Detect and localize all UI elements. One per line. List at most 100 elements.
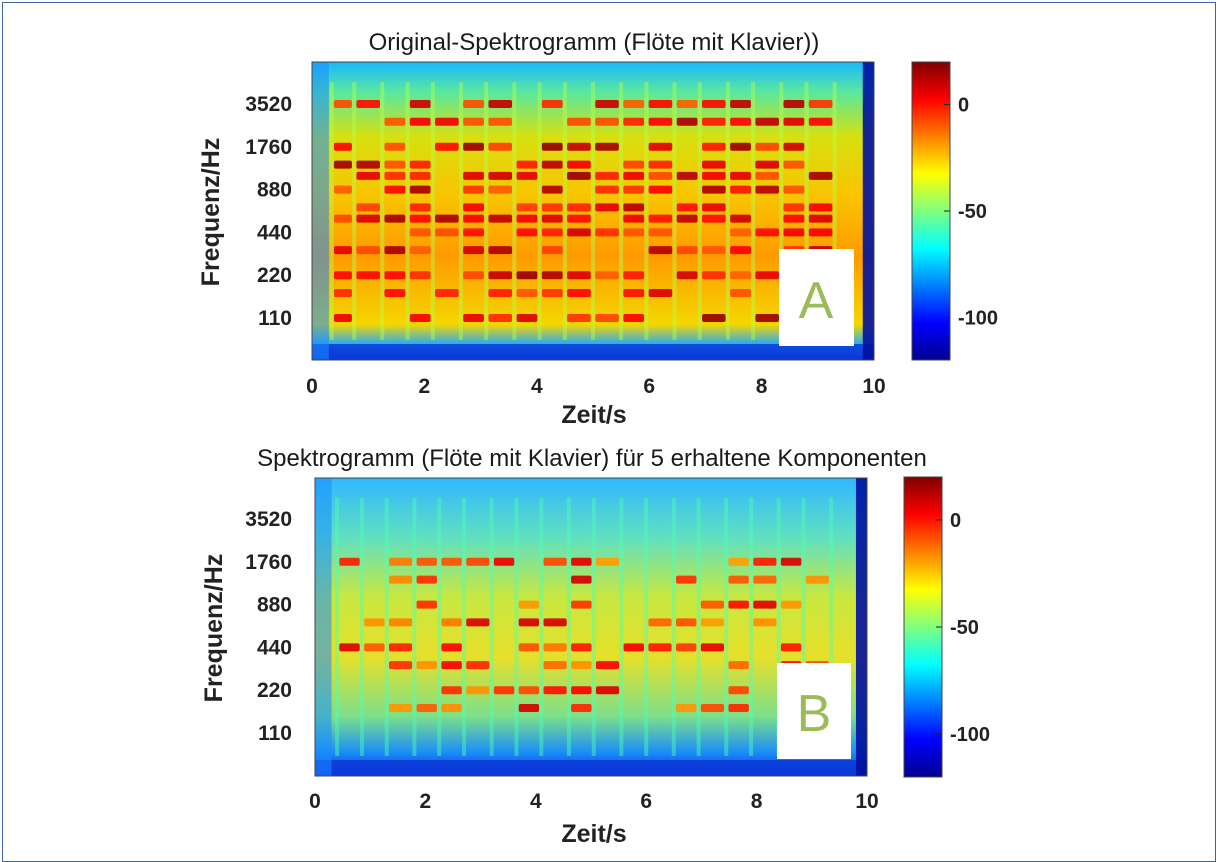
spectrogram-note-segment: [543, 557, 567, 566]
spectrogram-note-segment: [384, 142, 406, 151]
spectrogram-note-segment: [595, 314, 619, 322]
chart-title: Spektrogramm (Flöte mit Klavier) für 5 e…: [257, 445, 927, 472]
spectrogram-note-segment: [755, 171, 780, 180]
spectrogram-note-segment: [518, 600, 540, 609]
spectrogram-note-segment: [808, 203, 833, 212]
spectrogram-background: [315, 478, 867, 776]
spectrogram-note-segment: [595, 142, 619, 151]
spectrogram-note-segment: [702, 160, 726, 169]
spectrogram-note-segment: [416, 600, 437, 609]
y-tick-label: 220: [257, 264, 292, 287]
spectrogram-note-segment: [648, 643, 672, 652]
spectrogram-note-segment: [409, 314, 431, 322]
spectrogram-note-segment: [623, 643, 644, 652]
spectrogram-note-segment: [623, 271, 645, 280]
spectrogram-note-segment: [730, 117, 751, 126]
spectrogram-note-segment: [730, 246, 751, 255]
spectrogram-note-segment: [339, 643, 360, 652]
spectrogram-note-segment: [755, 271, 780, 280]
spectrogram-note-segment: [755, 142, 780, 151]
spectrogram-note-segment: [623, 228, 645, 237]
spectrogram-note-segment: [753, 557, 777, 566]
spectrogram-note-segment: [388, 661, 413, 670]
spectrogram-note-segment: [730, 214, 751, 223]
spectrogram-note-segment: [384, 185, 406, 194]
spectrogram-note-segment: [783, 228, 805, 237]
spectrogram-note-segment: [416, 557, 437, 566]
spectrogram-onset: [489, 498, 494, 756]
spectrogram-onset: [619, 498, 624, 756]
spectrogram-note-segment: [595, 171, 619, 180]
y-tick-label: 110: [258, 307, 292, 330]
spectrogram-note-segment: [416, 575, 437, 584]
spectrogram-note-segment: [808, 171, 833, 180]
spectrogram-note-segment: [676, 246, 698, 255]
spectrogram-note-segment: [388, 703, 413, 712]
spectrogram-note-segment: [488, 185, 513, 194]
spectrogram-note-segment: [488, 171, 513, 180]
spectrogram-note-segment: [543, 661, 567, 670]
spectrogram-note-segment: [700, 703, 725, 712]
spectrogram-note-segment: [728, 703, 749, 712]
spectrogram-note-segment: [783, 117, 805, 126]
spectrogram-note-segment: [567, 214, 591, 223]
spectrogram-note-segment: [783, 142, 805, 151]
spectrogram-note-segment: [384, 246, 406, 255]
spectrogram-note-segment: [623, 288, 645, 297]
spectrogram-note-segment: [333, 314, 352, 322]
spectrogram-note-segment: [676, 643, 697, 652]
spectrogram-onset: [514, 498, 519, 756]
x-tick-label: 10: [862, 375, 885, 398]
spectrogram-silence: [862, 62, 874, 360]
spectrogram-note-segment: [518, 686, 540, 695]
spectrogram-note-segment: [543, 618, 567, 627]
spectrogram-note-segment: [623, 203, 645, 212]
spectrogram-note-segment: [755, 117, 780, 126]
colorbar-tick-label: -50: [950, 617, 979, 639]
spectrogram-note-segment: [466, 557, 490, 566]
spectrogram-note-segment: [466, 661, 490, 670]
spectrogram-note-segment: [543, 686, 567, 695]
plot-border: [314, 477, 868, 777]
spectrogram-note-segment: [567, 203, 591, 212]
spectrogram-onset: [484, 82, 489, 340]
spectrogram-note-segment: [753, 575, 777, 584]
spectrogram-note-segment: [702, 100, 726, 108]
x-tick-label: 4: [531, 375, 543, 398]
y-tick-label: 1760: [245, 551, 292, 574]
spectrogram-note-segment: [595, 661, 620, 670]
spectrogram-note-segment: [753, 600, 777, 609]
x-tick-label: 0: [309, 790, 321, 813]
spectrogram-note-segment: [648, 185, 673, 194]
spectrogram-note-segment: [783, 100, 805, 108]
colorbar: [903, 476, 943, 778]
spectrogram-note-segment: [463, 228, 484, 237]
spectrogram-note-segment: [702, 214, 726, 223]
spectrogram-note-segment: [364, 618, 385, 627]
badge-box: [779, 249, 854, 346]
spectrogram-onset: [462, 498, 467, 756]
spectrogram-onset: [749, 498, 754, 756]
spectrogram-note-segment: [623, 171, 645, 180]
x-tick-label: 6: [640, 790, 652, 813]
x-tick-label: 2: [420, 790, 432, 813]
spectrogram-note-segment: [409, 160, 431, 169]
spectrogram-note-segment: [571, 575, 592, 584]
spectrogram-onset: [539, 498, 544, 756]
spectrogram-note-segment: [728, 600, 749, 609]
y-tick-label: 440: [257, 221, 292, 244]
spectrogram-note-segment: [463, 203, 484, 212]
spectrogram-note-segment: [388, 557, 413, 566]
spectrogram-note-segment: [648, 214, 673, 223]
spectrogram-silence: [312, 62, 329, 360]
spectrogram-note-segment: [435, 228, 459, 237]
spectrogram-note-segment: [567, 160, 591, 169]
spectrogram-onset: [437, 498, 442, 756]
spectrogram-onset: [725, 82, 730, 340]
spectrogram-onset: [751, 82, 756, 340]
spectrogram-note-segment: [702, 117, 726, 126]
spectrogram-note-segment: [702, 314, 726, 322]
spectrogram-note-segment: [595, 185, 619, 194]
spectrogram-note-segment: [808, 228, 833, 237]
spectrogram-onset: [512, 82, 517, 340]
